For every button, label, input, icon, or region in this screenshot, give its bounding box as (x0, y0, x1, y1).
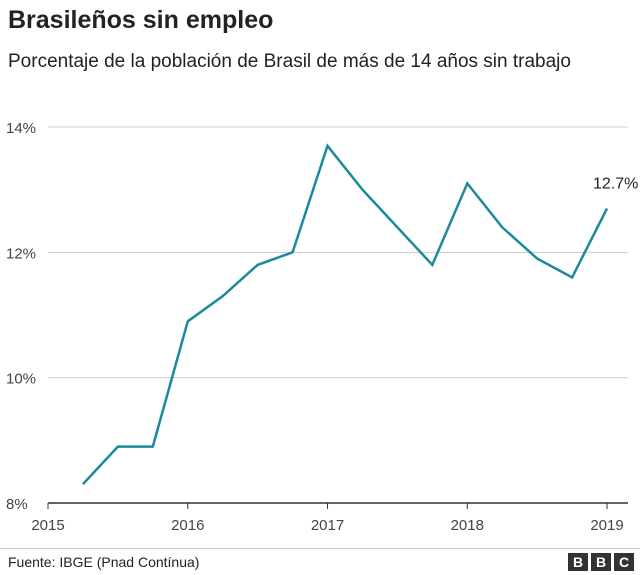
chart-title: Brasileños sin empleo (8, 6, 274, 34)
x-tick-label: 2016 (171, 517, 204, 534)
y-tick-label: 10% (6, 371, 36, 388)
y-tick-label: 14% (6, 120, 36, 137)
x-tick-label: 2018 (451, 517, 484, 534)
footer-divider (0, 548, 640, 549)
bbc-logo-letter: C (614, 553, 634, 571)
y-tick-label: 8% (6, 496, 28, 513)
x-tick-label: 2019 (590, 517, 623, 534)
bbc-logo-letter: B (568, 553, 588, 571)
unemployment-line (81, 143, 609, 486)
value-annotation: 12.7% (593, 175, 638, 192)
x-tick-label: 2015 (31, 517, 64, 534)
source-note: Fuente: IBGE (Pnad Contínua) (8, 554, 200, 570)
chart-subtitle: Porcentaje de la población de Brasil de … (8, 51, 571, 72)
bbc-logo-letter: B (591, 553, 611, 571)
line-chart: 8% 10% 12% 14% 2015 2016 2017 2018 2019 12.7% (6, 120, 638, 534)
bbc-logo: B B C (568, 553, 634, 571)
y-tick-label: 12% (6, 245, 36, 262)
x-tick-label: 2017 (311, 517, 344, 534)
